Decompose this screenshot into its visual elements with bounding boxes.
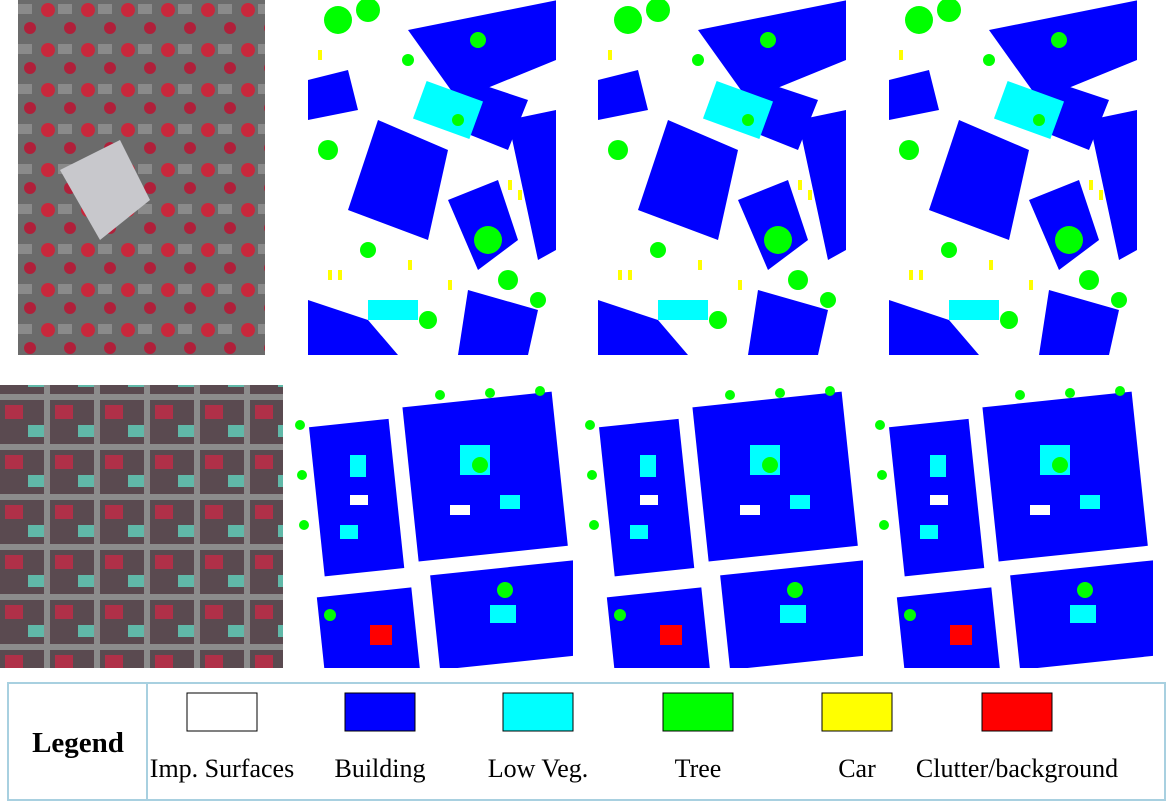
bottom-row <box>0 385 1153 668</box>
legend-label: Building <box>334 754 425 783</box>
legend-swatch <box>821 692 893 732</box>
input-image <box>0 385 283 668</box>
legend-title: Legend <box>32 727 124 759</box>
legend-label: Clutter/background <box>916 754 1118 783</box>
legend-label: Tree <box>675 754 722 783</box>
prediction-b <box>598 0 846 355</box>
legend-label: Imp. Surfaces <box>150 754 294 783</box>
input-image <box>18 0 265 355</box>
legend-label: Low Veg. <box>488 754 589 783</box>
prediction-a <box>308 0 556 355</box>
legend-swatch <box>502 692 574 732</box>
legend-label: Car <box>838 754 876 783</box>
ground-truth <box>870 385 1153 668</box>
ground-truth <box>889 0 1137 355</box>
legend-swatch <box>344 692 416 732</box>
top-row <box>18 0 1137 355</box>
legend-swatch <box>662 692 734 732</box>
legend-swatch <box>186 692 258 732</box>
input-image-roof <box>60 140 150 240</box>
legend: Legend Imp. Surfaces Building Low Veg. Tree… <box>7 682 1166 801</box>
prediction-b <box>580 385 863 668</box>
prediction-a <box>290 385 573 668</box>
legend-swatch <box>981 692 1053 732</box>
